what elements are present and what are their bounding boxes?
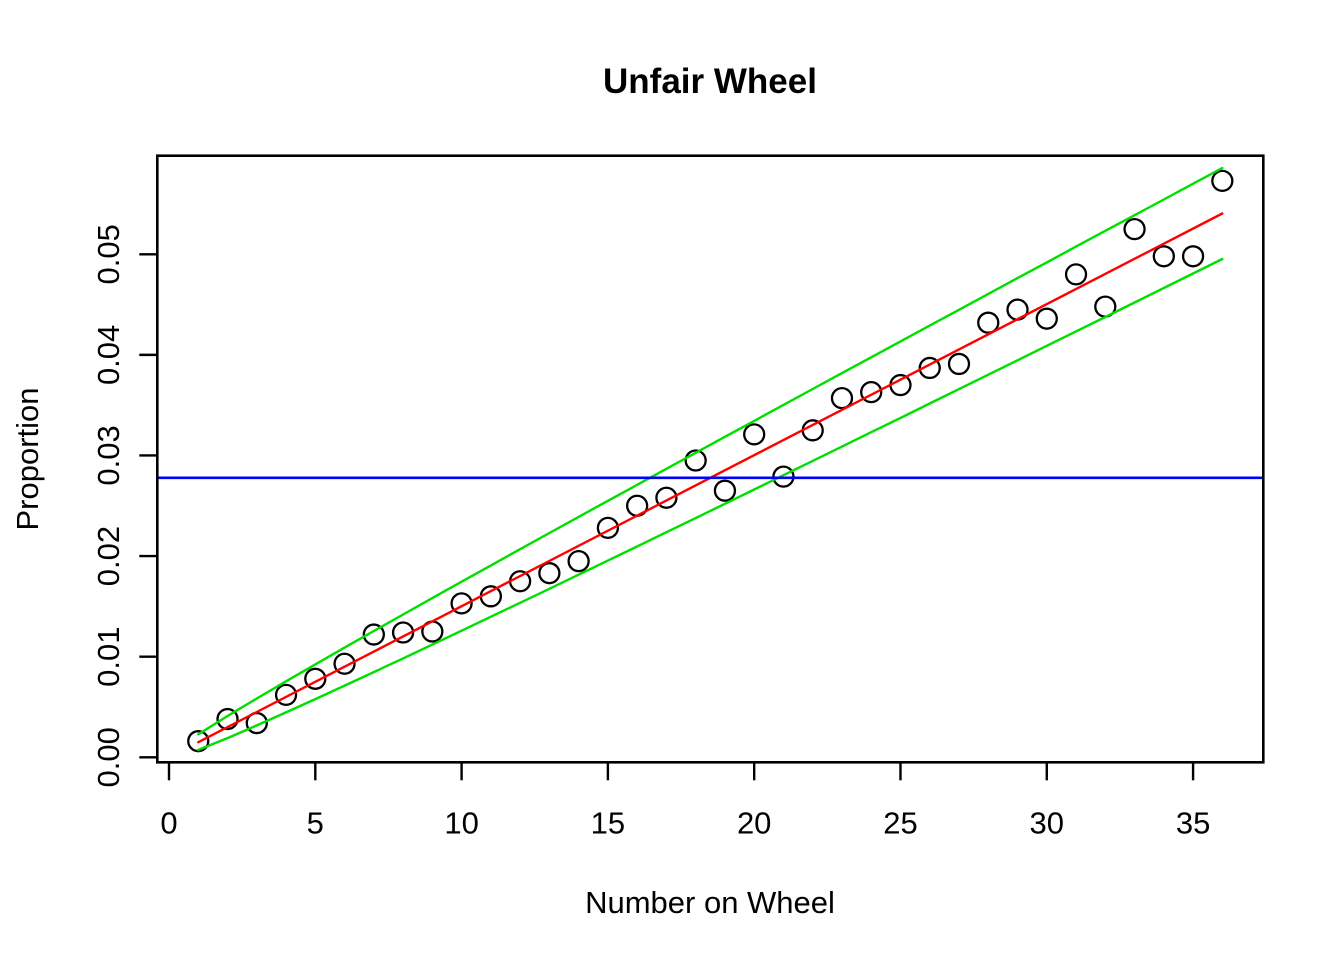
lower-confidence-bound <box>197 257 1224 752</box>
data-point <box>830 386 854 410</box>
y-tick-label: 0.03 <box>91 425 126 485</box>
data-point <box>1181 245 1205 268</box>
data-point <box>1064 263 1088 286</box>
x-tick-label: 0 <box>160 805 177 840</box>
plot-area: 0 5 10 15 20 25 30 35 0.00 0.01 0.02 0.03 0.04 0.05 <box>91 154 1265 840</box>
data-point <box>1123 217 1146 241</box>
data-point <box>187 730 210 753</box>
plot-title: Unfair Wheel <box>603 62 817 101</box>
y-tick-label: 0.04 <box>91 325 126 385</box>
data-point <box>479 585 503 608</box>
x-tick-label: 15 <box>591 805 625 840</box>
plot-box <box>156 154 1265 764</box>
data-point <box>860 380 883 404</box>
data-point <box>216 707 239 731</box>
upper-confidence-bound <box>197 166 1224 736</box>
y-tick-label: 0.05 <box>91 224 126 284</box>
y-tick-label: 0.01 <box>91 627 126 687</box>
x-tick-label: 35 <box>1176 805 1210 840</box>
data-point <box>801 419 824 442</box>
data-point <box>450 592 473 615</box>
data-point <box>1152 245 1175 268</box>
data-point <box>889 373 912 397</box>
data-point <box>684 449 707 472</box>
x-tick-label: 10 <box>444 805 478 840</box>
data-point <box>567 549 590 573</box>
x-axis-label: Number on Wheel <box>585 885 835 920</box>
x-tick-label: 25 <box>883 805 917 840</box>
data-point <box>274 683 298 707</box>
data-point <box>655 486 678 509</box>
data-point <box>713 479 737 502</box>
data-point <box>947 352 971 376</box>
data-point <box>304 667 327 690</box>
data-point <box>333 652 356 675</box>
data-point <box>508 570 532 593</box>
x-tick-label: 5 <box>307 805 324 840</box>
y-tick-label: 0.00 <box>91 727 126 787</box>
y-axis-label: Proportion <box>10 387 45 530</box>
data-point <box>596 516 620 540</box>
data-point <box>918 356 941 380</box>
data-point <box>977 311 1000 334</box>
y-tick-label: 0.02 <box>91 526 126 586</box>
data-point <box>1211 169 1234 192</box>
x-tick-label: 30 <box>1030 805 1064 840</box>
data-point <box>1035 307 1058 330</box>
data-point <box>743 423 766 446</box>
x-tick-label: 20 <box>737 805 771 840</box>
data-point <box>538 562 561 585</box>
data-point <box>362 623 385 646</box>
